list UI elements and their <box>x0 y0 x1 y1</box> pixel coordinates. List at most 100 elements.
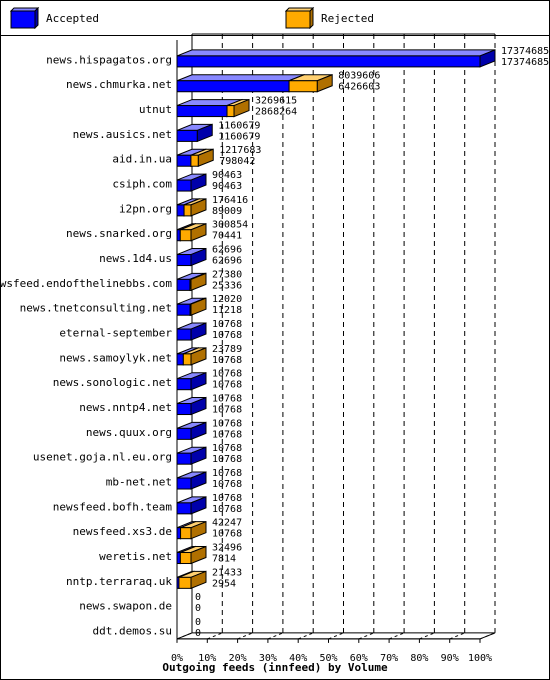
value-label-accepted: 10768 <box>212 330 242 341</box>
bar-accepted <box>176 527 182 540</box>
category-label: news.tnetconsulting.net <box>20 302 172 315</box>
bar-accepted <box>176 378 192 391</box>
value-label-rejected: 21433 <box>212 567 242 578</box>
bar-accepted-top <box>176 49 496 57</box>
bar-accepted <box>176 254 192 267</box>
x-tick-label: 80% <box>410 653 428 664</box>
value-label-accepted: 10768 <box>212 380 242 391</box>
category-label: news.hispagatos.org <box>46 53 172 66</box>
value-label-accepted: 0 <box>195 628 201 639</box>
floor-tick-line <box>267 632 284 640</box>
value-label-rejected: 10768 <box>212 418 242 429</box>
value-label-rejected: 176416 <box>212 195 248 206</box>
bar-rejected <box>189 303 192 316</box>
category-label: utnut <box>139 103 172 116</box>
category-label: news.snarked.org <box>66 227 172 240</box>
value-label-rejected: 23789 <box>212 344 242 355</box>
category-label: newsfeed.xs3.de <box>73 525 172 538</box>
value-label-rejected: 17374685 <box>501 46 549 57</box>
value-label-rejected: 90463 <box>212 170 242 181</box>
x-tick-label: 0% <box>171 653 183 664</box>
bar-accepted <box>176 154 192 167</box>
bar-rejected <box>182 353 192 366</box>
category-label: newsfeed.endofthelinebbs.com <box>0 277 172 290</box>
category-label: eternal-september <box>59 327 172 340</box>
category-label: news.swapon.de <box>79 600 172 613</box>
bar-accepted <box>176 477 192 490</box>
value-label-rejected: 10768 <box>212 493 242 504</box>
category-label: i2pn.org <box>119 202 172 215</box>
bar-accepted <box>176 353 184 366</box>
bar-accepted <box>176 55 481 68</box>
value-label-rejected: 27380 <box>212 269 242 280</box>
x-tick-label: 40% <box>289 653 307 664</box>
value-label-accepted: 70441 <box>212 231 242 242</box>
bar-accepted <box>176 80 290 93</box>
bar-accepted <box>176 452 192 465</box>
bar-accepted-top <box>176 74 305 82</box>
value-label-rejected: 8039606 <box>338 71 380 82</box>
value-label-accepted: 17374685 <box>501 57 549 68</box>
value-label-accepted: 10768 <box>212 355 242 366</box>
floor-tick-line <box>419 632 435 640</box>
bar-accepted <box>176 303 191 316</box>
category-label: csiph.com <box>112 178 172 191</box>
bar-accepted <box>176 502 192 515</box>
value-label-rejected: 0 <box>195 617 201 628</box>
value-label-accepted: 89009 <box>212 206 242 217</box>
value-label-accepted: 798042 <box>219 156 255 167</box>
floor-tick-line <box>207 632 223 640</box>
orange-cube-icon <box>285 7 315 29</box>
x-tick-label: 10% <box>198 653 216 664</box>
legend-item-accepted: Accepted <box>10 1 99 35</box>
bar-rejected <box>183 204 192 217</box>
floor-tick-line <box>479 632 496 640</box>
value-label-rejected: 12020 <box>212 294 242 305</box>
bar-accepted <box>176 179 192 192</box>
category-label: news.ausics.net <box>73 128 172 141</box>
x-tick-label: 50% <box>319 653 337 664</box>
bar-accepted <box>176 552 181 565</box>
bar-rejected <box>288 80 318 93</box>
legend-item-rejected: Rejected <box>285 1 374 35</box>
bar-accepted <box>176 204 185 217</box>
category-label: usenet.goja.nl.eu.org <box>33 451 172 464</box>
value-label-accepted: 2868264 <box>255 107 297 118</box>
category-label: news.samoylyk.net <box>59 351 172 364</box>
value-label-accepted: 10768 <box>212 479 242 490</box>
bar-rejected <box>179 229 192 242</box>
value-label-rejected: 62696 <box>212 245 242 256</box>
legend-label-accepted: Accepted <box>46 11 99 25</box>
blue-cube-icon <box>10 7 40 29</box>
category-label: news.nntp4.net <box>79 401 172 414</box>
value-label-rejected: 42247 <box>212 518 242 529</box>
value-label-rejected: 300854 <box>212 220 248 231</box>
value-label-accepted: 1160679 <box>218 131 260 142</box>
legend: Accepted Rejected <box>1 1 549 36</box>
value-label-rejected: 3269615 <box>255 96 297 107</box>
value-label-accepted: 6426603 <box>338 82 380 93</box>
category-label: aid.in.ua <box>112 153 172 166</box>
bar-accepted <box>176 278 191 291</box>
value-label-accepted: 10768 <box>212 405 242 416</box>
floor-tick-line <box>449 632 465 640</box>
x-tick-label: 90% <box>441 653 459 664</box>
x-tick-label: 20% <box>229 653 247 664</box>
value-label-accepted: 62696 <box>212 256 242 267</box>
bar-accepted <box>176 328 192 341</box>
value-label-rejected: 0 <box>195 592 201 603</box>
value-label-rejected: 10768 <box>212 394 242 405</box>
bar-accepted <box>176 105 228 118</box>
bar-accepted <box>176 129 198 142</box>
value-label-accepted: 0 <box>195 603 201 614</box>
value-label-rejected: 32496 <box>212 543 242 554</box>
bar-rejected <box>179 552 192 565</box>
bar-rejected <box>226 105 235 118</box>
value-label-accepted: 25336 <box>212 280 242 291</box>
value-label-rejected: 10768 <box>212 319 242 330</box>
category-label: newsfeed.bofh.team <box>53 500 173 513</box>
category-label: news.sonologic.net <box>53 376 172 389</box>
category-label: ddt.demos.su <box>93 625 172 638</box>
